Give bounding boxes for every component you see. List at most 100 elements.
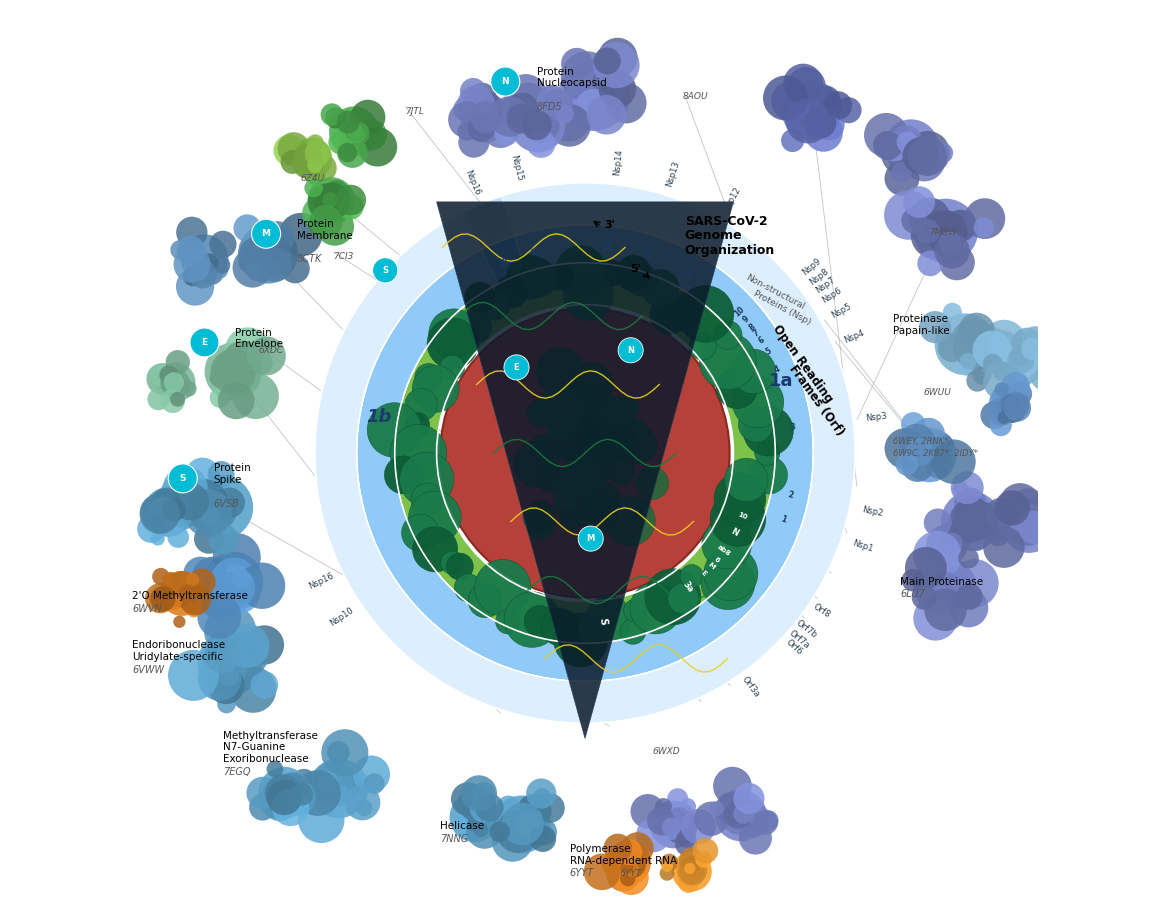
Circle shape bbox=[730, 798, 766, 835]
Text: Nsp6: Nsp6 bbox=[820, 286, 844, 305]
Circle shape bbox=[881, 136, 921, 175]
Circle shape bbox=[178, 584, 197, 602]
Circle shape bbox=[448, 101, 486, 139]
Circle shape bbox=[1002, 498, 1057, 553]
Wedge shape bbox=[315, 183, 855, 723]
Circle shape bbox=[782, 129, 804, 152]
Circle shape bbox=[171, 240, 190, 260]
Circle shape bbox=[405, 389, 438, 421]
Circle shape bbox=[161, 375, 177, 390]
Wedge shape bbox=[357, 225, 813, 681]
Circle shape bbox=[222, 572, 243, 593]
Wedge shape bbox=[357, 225, 813, 681]
Wedge shape bbox=[315, 183, 855, 723]
Circle shape bbox=[230, 667, 276, 713]
Circle shape bbox=[177, 236, 205, 264]
Circle shape bbox=[308, 183, 345, 220]
Circle shape bbox=[655, 798, 672, 815]
Text: 3': 3' bbox=[604, 219, 615, 230]
Circle shape bbox=[755, 440, 780, 466]
Circle shape bbox=[714, 473, 766, 525]
Circle shape bbox=[734, 783, 764, 814]
Circle shape bbox=[879, 131, 909, 161]
Circle shape bbox=[190, 328, 219, 357]
Circle shape bbox=[920, 311, 951, 343]
Circle shape bbox=[198, 657, 241, 701]
Circle shape bbox=[225, 327, 270, 373]
Circle shape bbox=[569, 407, 606, 444]
Wedge shape bbox=[315, 199, 839, 723]
Circle shape bbox=[315, 762, 352, 800]
Circle shape bbox=[592, 68, 620, 95]
Circle shape bbox=[892, 161, 911, 182]
Circle shape bbox=[835, 97, 861, 123]
Wedge shape bbox=[315, 183, 855, 723]
Circle shape bbox=[460, 311, 491, 342]
Circle shape bbox=[629, 498, 649, 517]
Circle shape bbox=[213, 533, 261, 581]
Circle shape bbox=[441, 551, 464, 574]
Circle shape bbox=[566, 439, 615, 487]
Circle shape bbox=[200, 262, 223, 284]
Circle shape bbox=[241, 238, 278, 276]
Circle shape bbox=[679, 848, 703, 872]
Text: Nsp7: Nsp7 bbox=[813, 275, 837, 294]
Circle shape bbox=[985, 498, 1017, 530]
Circle shape bbox=[405, 412, 429, 438]
Text: Proteins (Nsp): Proteins (Nsp) bbox=[752, 289, 813, 327]
Circle shape bbox=[996, 339, 1044, 386]
Circle shape bbox=[560, 52, 613, 103]
Circle shape bbox=[710, 491, 766, 546]
Circle shape bbox=[207, 667, 245, 704]
Circle shape bbox=[992, 361, 1012, 381]
Circle shape bbox=[330, 786, 350, 806]
Text: 13: 13 bbox=[642, 247, 654, 260]
Circle shape bbox=[731, 349, 776, 394]
Circle shape bbox=[309, 219, 324, 235]
Circle shape bbox=[1007, 347, 1034, 373]
Circle shape bbox=[401, 514, 439, 552]
Circle shape bbox=[676, 828, 696, 848]
Circle shape bbox=[495, 110, 518, 134]
Circle shape bbox=[606, 840, 651, 885]
Circle shape bbox=[305, 153, 318, 167]
Circle shape bbox=[804, 113, 842, 152]
Circle shape bbox=[987, 397, 1016, 426]
Circle shape bbox=[693, 838, 718, 863]
Circle shape bbox=[661, 853, 679, 872]
Circle shape bbox=[461, 93, 510, 142]
Circle shape bbox=[531, 434, 557, 460]
Circle shape bbox=[198, 595, 241, 639]
Circle shape bbox=[1035, 343, 1049, 357]
Circle shape bbox=[901, 412, 925, 437]
Circle shape bbox=[564, 271, 614, 321]
Circle shape bbox=[450, 782, 484, 816]
Circle shape bbox=[955, 340, 972, 358]
Circle shape bbox=[943, 533, 963, 553]
Circle shape bbox=[606, 858, 640, 892]
Circle shape bbox=[214, 487, 245, 518]
Text: Exoribonuclease: Exoribonuclease bbox=[222, 754, 308, 765]
Circle shape bbox=[783, 63, 823, 103]
Circle shape bbox=[896, 131, 918, 153]
Circle shape bbox=[209, 572, 247, 610]
Circle shape bbox=[294, 140, 318, 164]
Circle shape bbox=[221, 574, 260, 613]
Circle shape bbox=[620, 619, 646, 644]
Circle shape bbox=[502, 95, 538, 131]
Circle shape bbox=[325, 107, 346, 129]
Circle shape bbox=[598, 38, 638, 78]
Text: RNA-dependent RNA: RNA-dependent RNA bbox=[570, 855, 676, 866]
Circle shape bbox=[496, 609, 521, 634]
Circle shape bbox=[680, 564, 703, 588]
Circle shape bbox=[278, 779, 316, 816]
Circle shape bbox=[624, 263, 656, 295]
Circle shape bbox=[373, 258, 398, 283]
Text: M: M bbox=[262, 229, 270, 238]
Circle shape bbox=[304, 163, 325, 185]
Circle shape bbox=[989, 383, 1028, 423]
Circle shape bbox=[689, 333, 716, 360]
Circle shape bbox=[526, 778, 557, 809]
Circle shape bbox=[709, 801, 724, 816]
Circle shape bbox=[534, 788, 551, 806]
